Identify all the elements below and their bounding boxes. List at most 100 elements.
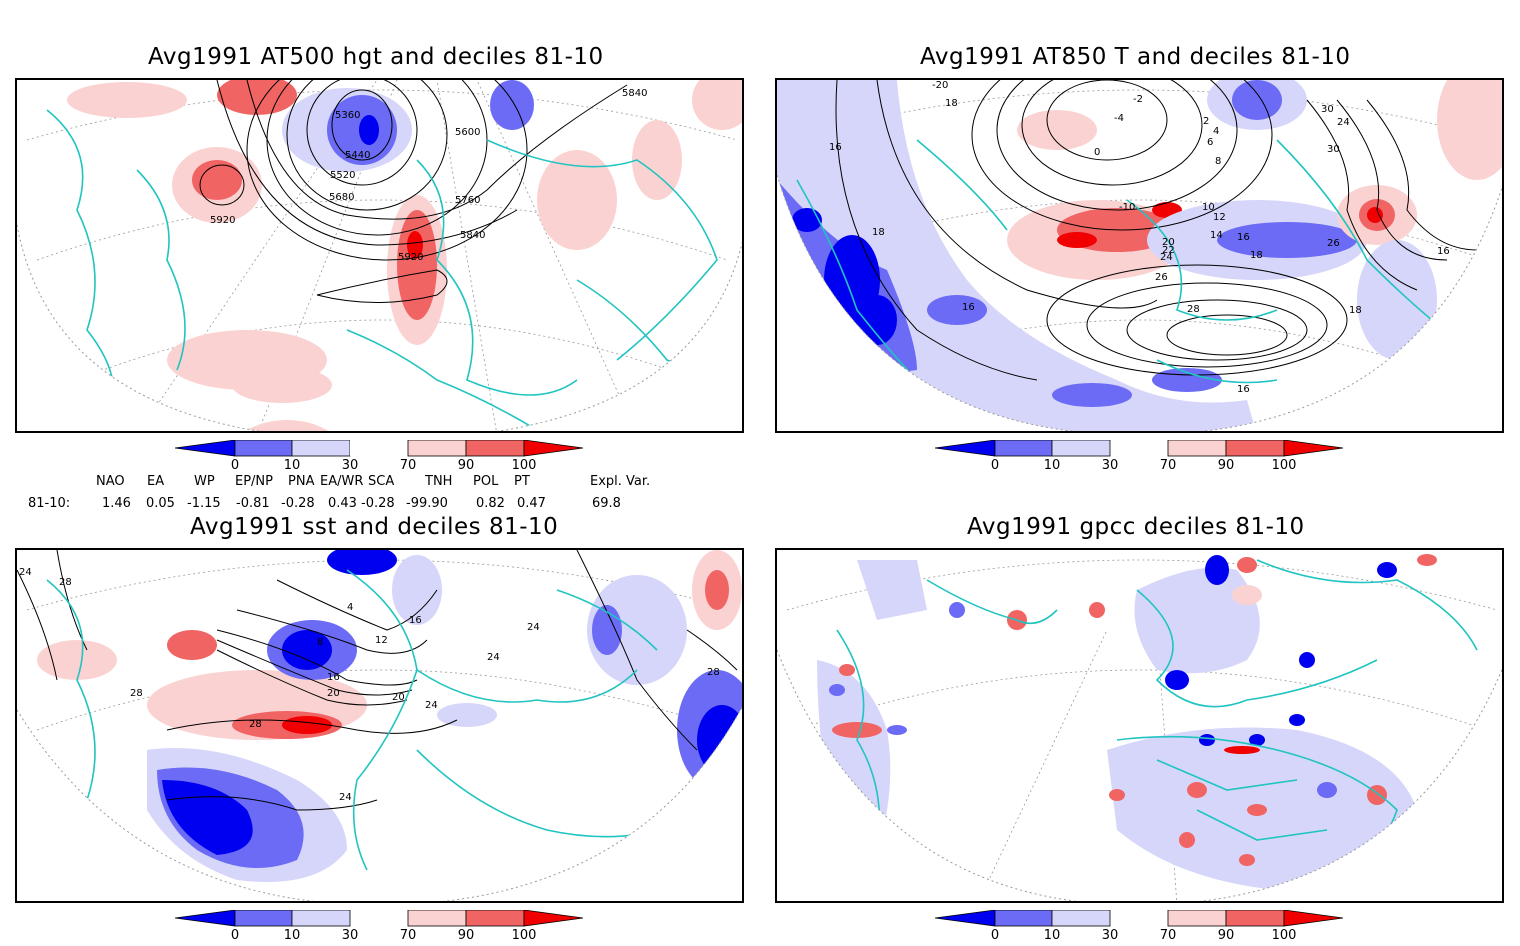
index-header: POL [473, 474, 499, 489]
contour-label: -10 [1119, 202, 1135, 213]
map-gpcc [775, 548, 1504, 903]
contour-label: -20 [932, 80, 948, 91]
contour-label: 16 [1437, 246, 1450, 257]
contour-label: 30 [1327, 144, 1340, 155]
contour-label: 18 [945, 98, 958, 109]
contour-label: 14 [1210, 230, 1223, 241]
colorbar-tick: 100 [511, 928, 537, 943]
contour-label: 20 [1162, 237, 1175, 248]
contour-label: 5680 [329, 192, 354, 203]
colorbar-tick: 100 [1271, 928, 1297, 943]
contour-label: 24 [487, 652, 500, 663]
hemisphere-mask [17, 550, 742, 901]
index-value: 69.8 [592, 496, 621, 511]
contour-label: 28 [249, 719, 262, 730]
contour-label: 24 [19, 567, 32, 578]
index-header: EA [147, 474, 165, 489]
contour-label: 24 [425, 700, 438, 711]
contour-label: 16 [409, 615, 422, 626]
index-value: -1.15 [187, 496, 221, 511]
contour-label: 16 [962, 302, 975, 313]
contour-label: 16 [327, 672, 340, 683]
colorbar-tick: 30 [341, 458, 359, 473]
graticule [26, 559, 738, 731]
contour-labels: 24 28 28 28 24 4 8 12 16 20 16 20 24 24 … [19, 567, 720, 803]
index-header: PT [514, 474, 530, 489]
contour-label: 4 [1213, 126, 1219, 137]
index-header: NAO [96, 474, 125, 489]
contour-label: 22 [1162, 245, 1175, 256]
contour-label: 5520 [330, 170, 355, 181]
contour-label: 20 [327, 688, 340, 699]
hemisphere-mask [777, 550, 1502, 901]
colorbar: 0 10 30 70 90 100 [174, 439, 585, 476]
colorbar-tick: 70 [1159, 928, 1177, 943]
index-value: 0.05 [146, 496, 175, 511]
contour-label: 24 [1337, 117, 1350, 128]
contour-label: 28 [130, 688, 143, 699]
contour-label: 24 [339, 792, 352, 803]
contour-label: 8 [317, 637, 323, 648]
contour-labels: -20 18 -4 -2 2 4 6 8 0 16 18 -10 10 12 1… [829, 80, 1450, 395]
colorbar: 0 10 30 70 90 100 [174, 909, 585, 946]
contour-label: 5360 [335, 110, 360, 121]
contour-label: 18 [1250, 250, 1263, 261]
map-canvas: -20 18 -4 -2 2 4 6 8 0 16 18 -10 10 12 1… [777, 80, 1502, 431]
index-header: TNH [425, 474, 453, 489]
index-value: -99.90 [406, 496, 448, 511]
index-value: 0.82 [476, 496, 505, 511]
colorbar: 0 10 30 70 90 100 [934, 909, 1345, 946]
contour-label: 28 [59, 577, 72, 588]
hemisphere-edge [17, 706, 742, 901]
contour-label: 12 [1213, 212, 1226, 223]
colorbar-tick: 90 [1217, 928, 1235, 943]
contour-label: 24 [1160, 252, 1173, 263]
map-sst: 24 28 28 28 24 4 8 12 16 20 16 20 24 24 … [15, 548, 744, 903]
colorbar-swatches [174, 439, 584, 457]
contour-label: 28 [707, 667, 720, 678]
index-value: 0.47 [517, 496, 546, 511]
colorbar: 0 10 30 70 90 100 [934, 439, 1345, 476]
contour-label: -4 [1114, 113, 1124, 124]
contour-label: 4 [347, 602, 353, 613]
colorbar-tick: 10 [283, 458, 301, 473]
index-header: PNA [288, 474, 315, 489]
contour-label: 26 [1327, 238, 1340, 249]
colorbar-tick: 90 [1217, 458, 1235, 473]
contour-label: 16 [1237, 384, 1250, 395]
contour-label: 16 [1237, 232, 1250, 243]
colorbar-tick: 100 [511, 458, 537, 473]
colorbar-tick: 90 [457, 458, 475, 473]
coastlines [796, 139, 1458, 384]
colorbar-tick: 30 [341, 928, 359, 943]
panel-title-gpcc: Avg1991 gpcc deciles 81-10 [967, 514, 1305, 540]
colorbar-tick: 90 [457, 928, 475, 943]
colorbar-tick: 30 [1101, 928, 1119, 943]
contour-label: 5920 [398, 252, 423, 263]
index-value: -0.81 [236, 496, 270, 511]
index-header: Expl. Var. [590, 474, 651, 489]
map-at850-t: -20 18 -4 -2 2 4 6 8 0 16 18 -10 10 12 1… [775, 78, 1504, 433]
colorbar-tick: 0 [230, 458, 240, 473]
contour-label: 28 [1187, 304, 1200, 315]
index-value: 0.43 [328, 496, 357, 511]
contour-label: 26 [1155, 272, 1168, 283]
contour-label: 30 [1321, 104, 1334, 115]
index-value: -0.28 [281, 496, 315, 511]
contour-label: 10 [1202, 202, 1215, 213]
contour-label: 24 [527, 622, 540, 633]
colorbar-tick: 10 [283, 928, 301, 943]
colorbar-tick: 100 [1271, 458, 1297, 473]
panel-title-sst: Avg1991 sst and deciles 81-10 [190, 514, 559, 540]
colorbar-swatches [934, 909, 1344, 927]
contour-label: 18 [1349, 305, 1362, 316]
colorbar-tick: 0 [230, 928, 240, 943]
index-header: SCA [368, 474, 395, 489]
hemisphere-mask [777, 80, 1502, 431]
contour-label: 0 [1094, 147, 1100, 158]
colorbar-swatches [174, 909, 584, 927]
contour-label: 6 [1207, 137, 1213, 148]
hemisphere-mask [17, 80, 742, 431]
contour-label: 5920 [210, 215, 235, 226]
index-header: EP/NP [235, 474, 273, 489]
